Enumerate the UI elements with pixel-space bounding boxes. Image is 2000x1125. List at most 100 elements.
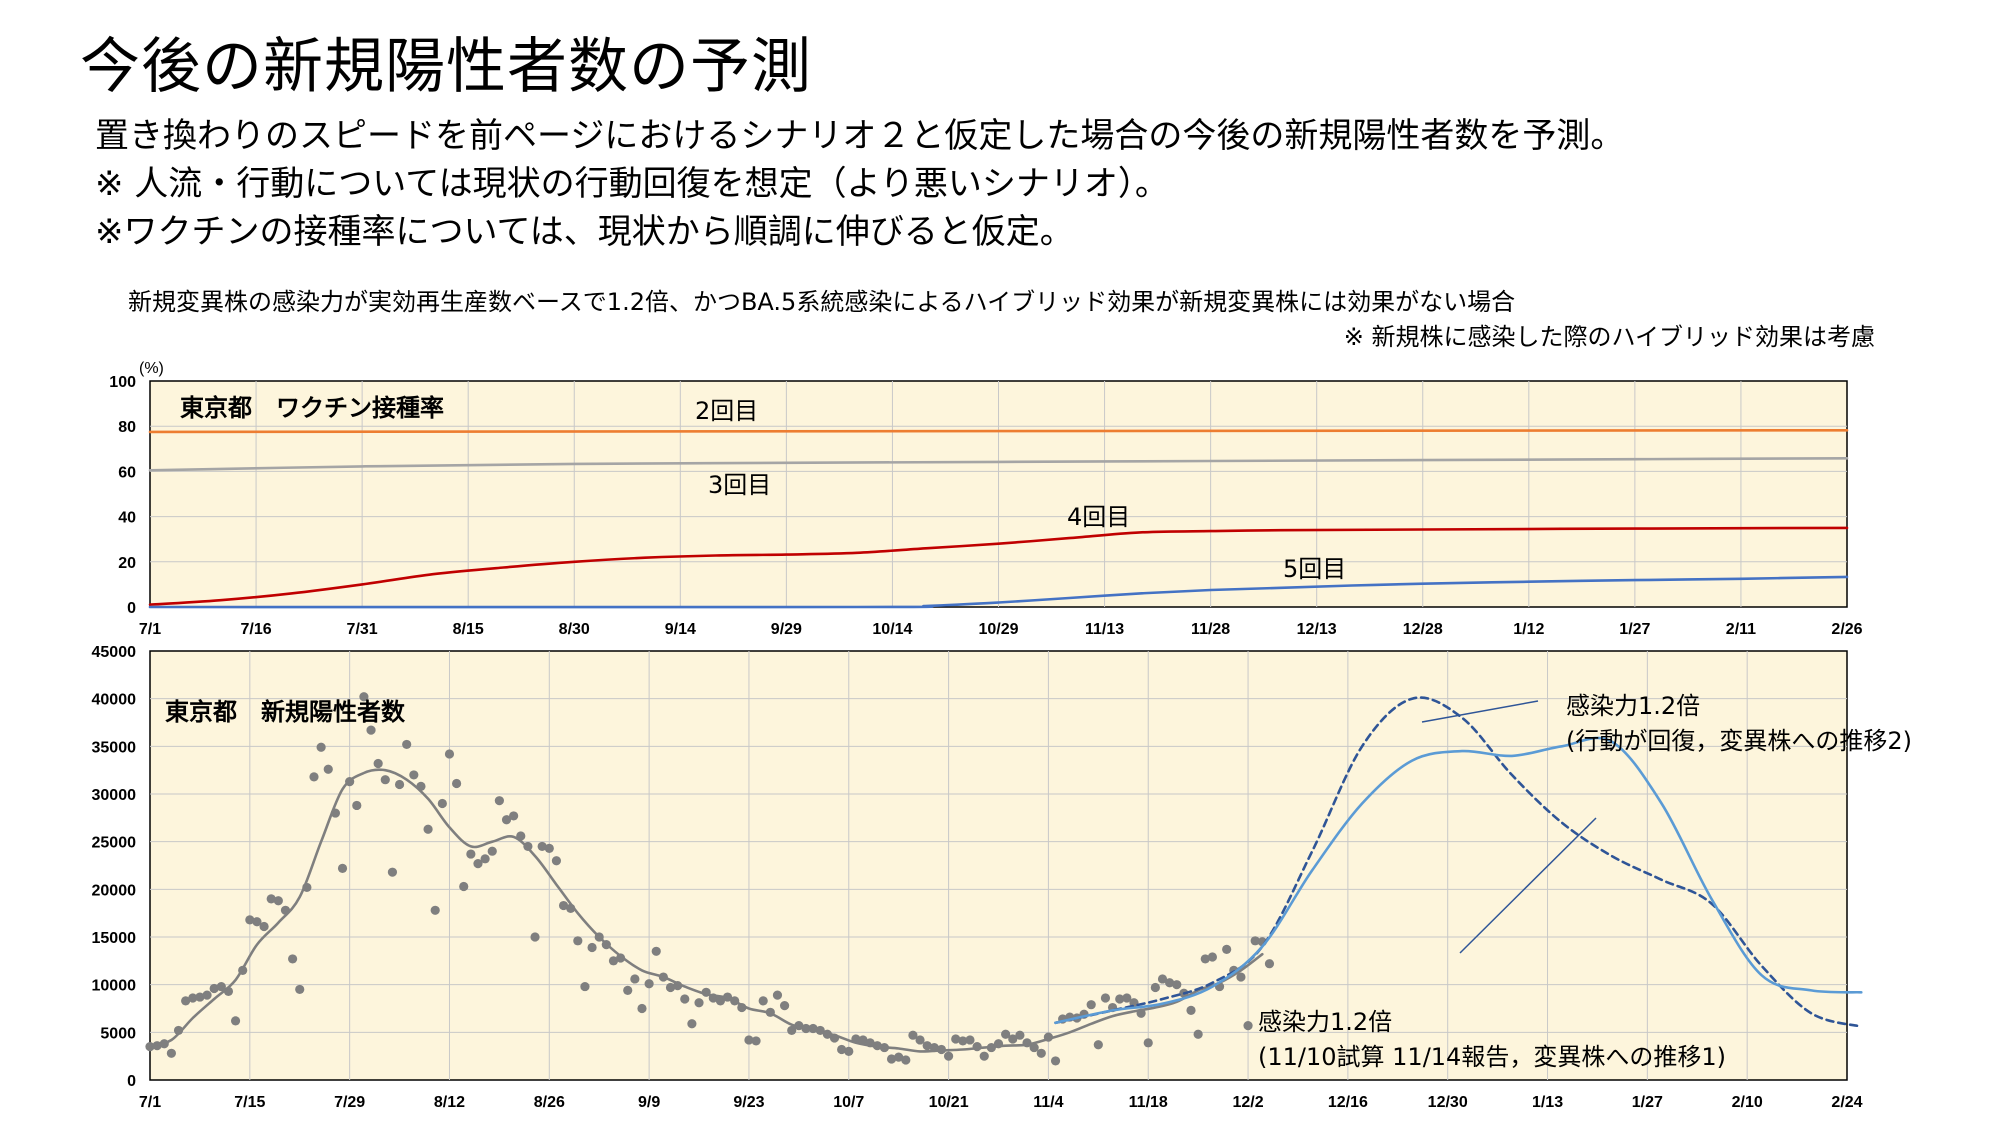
daily-case-point — [466, 849, 476, 859]
daily-case-point — [744, 1035, 754, 1045]
annotation-leader-top — [1421, 700, 1539, 723]
daily-case-point — [216, 981, 226, 992]
annotation-top-line-2: (行動が回復，変異株への推移2) — [1566, 727, 1912, 755]
daily-case-point — [473, 858, 483, 869]
x-tick-label: 7/1 — [139, 1094, 161, 1111]
daily-case-point — [1200, 954, 1210, 964]
daily-case-point — [459, 881, 469, 892]
vaccination-y-ticks: 0 20 40 60 80 100 — [109, 374, 136, 617]
x-tick-label: 9/9 — [638, 1094, 660, 1111]
daily-case-point — [1093, 1040, 1103, 1050]
x-tick-label: 10/29 — [978, 621, 1018, 638]
y-tick-label: 25000 — [92, 835, 137, 852]
daily-case-point — [1100, 993, 1111, 1003]
daily-case-point — [1243, 1021, 1253, 1031]
daily-case-point — [651, 946, 661, 956]
daily-case-point — [1264, 959, 1275, 969]
daily-case-point — [373, 758, 383, 769]
daily-case-point — [394, 779, 405, 790]
daily-case-point — [551, 856, 562, 866]
daily-case-point — [894, 1052, 904, 1062]
daily-case-point — [630, 974, 640, 984]
x-tick-label: 12/28 — [1403, 621, 1443, 638]
x-tick-label: 7/31 — [347, 621, 378, 638]
daily-case-point — [951, 1034, 961, 1044]
x-tick-label: 11/28 — [1191, 621, 1230, 638]
daily-case-point — [1236, 972, 1246, 982]
x-tick-label: 10/21 — [929, 1094, 969, 1111]
x-tick-label: 2/11 — [1726, 621, 1756, 638]
daily-case-point — [1157, 974, 1168, 984]
x-tick-label: 11/4 — [1033, 1094, 1063, 1111]
daily-case-point — [715, 996, 726, 1006]
x-tick-label: 7/29 — [334, 1094, 365, 1111]
daily-case-point — [573, 936, 583, 946]
daily-case-point — [908, 1030, 918, 1040]
series-line — [148, 768, 1264, 1053]
daily-case-point — [1001, 1029, 1011, 1039]
daily-case-point — [1222, 944, 1232, 954]
daily-case-point — [1150, 982, 1160, 993]
daily-case-point — [965, 1035, 975, 1045]
x-tick-label: 12/30 — [1428, 1094, 1468, 1111]
series-label-dose3: 3回目 — [708, 471, 771, 499]
x-tick-label: 12/16 — [1328, 1094, 1368, 1111]
daily-case-point — [166, 1048, 176, 1058]
daily-case-point — [687, 1019, 697, 1029]
daily-case-point — [252, 917, 262, 927]
annotation-top-line-1: 感染力1.2倍 — [1566, 692, 1700, 720]
daily-case-point — [195, 992, 205, 1002]
daily-case-point — [858, 1035, 868, 1045]
daily-case-point — [309, 772, 319, 782]
series-line — [148, 526, 1849, 606]
daily-case-point — [423, 824, 433, 834]
y-tick-label: 20000 — [92, 882, 137, 899]
vaccination-chart-title: 東京都 ワクチン接種率 — [180, 394, 444, 422]
series-line — [148, 429, 1849, 434]
daily-case-point — [288, 954, 298, 964]
daily-case-point — [537, 841, 547, 852]
daily-case-point — [779, 1001, 790, 1011]
cases-chart-title: 東京都 新規陽性者数 — [165, 698, 406, 726]
cases-grid — [150, 651, 1847, 1080]
daily-case-point — [430, 905, 440, 915]
description-line-1: 置き換わりのスピードを前ページにおけるシナリオ２と仮定した場合の今後の新規陽性者… — [95, 116, 1625, 156]
daily-case-point — [680, 994, 690, 1004]
x-tick-label: 7/16 — [240, 621, 271, 638]
y-tick-label: 40 — [118, 510, 136, 527]
x-tick-label: 1/13 — [1532, 1094, 1563, 1111]
x-tick-label: 1/12 — [1513, 621, 1544, 638]
x-tick-label: 2/10 — [1732, 1094, 1763, 1111]
description-line-3: ※ワクチンの接種率については、現状から順調に伸びると仮定。 — [95, 212, 1074, 252]
daily-case-point — [922, 1041, 932, 1051]
x-tick-label: 8/12 — [434, 1094, 465, 1111]
daily-case-point — [366, 725, 376, 735]
daily-case-point — [1193, 1029, 1203, 1039]
daily-case-point — [202, 990, 212, 1000]
y-tick-label: 60 — [118, 464, 136, 481]
y-tick-label: 0 — [127, 1073, 136, 1090]
daily-case-point — [1186, 1005, 1196, 1016]
x-tick-label: 8/15 — [453, 621, 484, 638]
daily-case-point — [943, 1051, 954, 1061]
daily-case-point — [1036, 1048, 1046, 1058]
daily-case-point — [587, 942, 597, 953]
daily-case-point — [181, 996, 191, 1006]
daily-case-point — [915, 1035, 925, 1045]
daily-case-point — [480, 854, 490, 864]
y-tick-label: 100 — [109, 374, 136, 391]
daily-case-point — [1008, 1034, 1018, 1044]
daily-case-point — [1029, 1042, 1039, 1053]
y-tick-label: 5000 — [100, 1025, 136, 1042]
scenario-condition: 新規変異株の感染力が実効再生産数ベースで1.2倍、かつBA.5系統感染によるハイ… — [128, 288, 1516, 316]
description-line-2: ※ 人流・行動については現状の行動回復を想定（より悪いシナリオ）。 — [95, 164, 1169, 204]
x-tick-label: 9/14 — [665, 621, 696, 638]
daily-case-point — [380, 775, 390, 785]
series-label-dose2: 2回目 — [695, 397, 758, 425]
daily-case-point — [509, 811, 519, 821]
daily-case-point — [402, 739, 412, 750]
series-line — [148, 575, 1849, 609]
x-tick-label: 11/13 — [1085, 621, 1124, 638]
daily-case-point — [323, 764, 333, 774]
vaccination-grid — [150, 381, 1847, 607]
